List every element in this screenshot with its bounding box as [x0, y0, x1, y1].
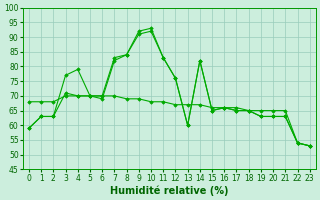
X-axis label: Humidité relative (%): Humidité relative (%) [110, 185, 228, 196]
